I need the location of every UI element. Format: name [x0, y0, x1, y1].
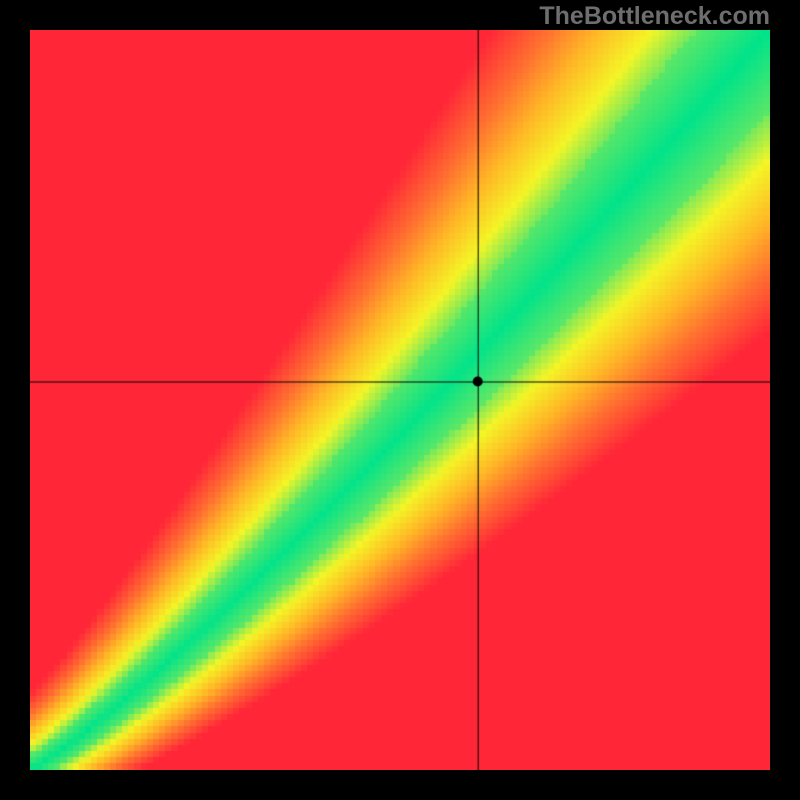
- heatmap-canvas: [30, 30, 770, 770]
- watermark-text: TheBottleneck.com: [539, 2, 770, 31]
